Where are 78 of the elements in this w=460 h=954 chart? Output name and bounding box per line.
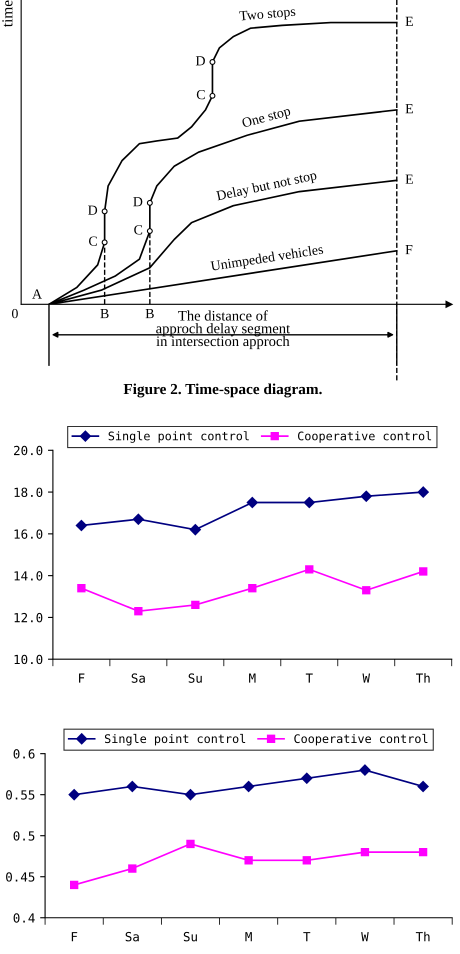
x-tick-label: W [361,932,369,942]
point [244,856,253,864]
y-tick-label: 12.0 [14,612,42,622]
text: Delay but not stop [216,170,318,204]
point [126,780,138,792]
point [76,520,87,532]
text: Unimpeded vehicles [210,244,324,274]
legend-label: Single point control [104,734,246,746]
legend-label: Cooperative control [294,734,428,746]
y-tick-label: 18.0 [14,488,42,498]
point [70,880,78,890]
y-tick-label: 10.0 [14,654,42,664]
text: time [2,0,12,28]
point [302,856,311,864]
y-tick-label: 16.0 [14,529,42,539]
text: D [133,197,142,206]
point [68,789,80,800]
x-tick-label: Th [416,673,430,683]
point [243,780,254,792]
point [304,496,315,508]
x-tick-label: Sa [126,932,139,942]
x-tick-label: Th [416,932,430,942]
point [360,848,370,856]
text: B [146,309,154,318]
y-tick-label: 0.4 [14,913,35,923]
point [362,586,370,594]
point [301,772,312,784]
y-tick-label: 0.5 [14,831,34,841]
point [419,567,428,576]
text: 0 [12,308,18,318]
x-tick-label: M [249,674,256,683]
x-tick-label: F [72,932,78,942]
x-tick-label: Sa [132,673,145,683]
caption: Figure 2. Time-space diagram. [124,383,322,398]
y-tick-label: 20.0 [14,446,42,456]
point [418,486,429,498]
x-tick-label: Su [184,932,197,942]
x-tick-label: Su [188,673,202,683]
legend-label: Single point control [108,431,249,443]
point [128,864,136,873]
text: The distance of approch delay segment in intersection approch [156,310,290,350]
point [186,840,195,848]
text: D [196,56,205,66]
point [417,780,429,792]
text: A [32,289,42,299]
point [248,584,256,592]
point [359,764,371,776]
text: C [134,225,142,235]
point [418,848,428,856]
text: D [88,206,98,215]
y-tick-label: 0.6 [14,749,35,759]
point [132,514,144,525]
point [77,584,86,592]
y-tick-label: 0.55 [6,790,34,800]
x-tick-label: T [306,674,313,683]
text: Two stops [239,6,296,24]
x-tick-label: W [362,674,370,683]
point [184,789,196,800]
text: C [88,236,97,246]
text: E [406,174,413,184]
point [305,565,314,574]
text: E [406,16,413,26]
text: One stop [241,106,292,130]
legend-label: Cooperative control [298,431,432,443]
text: E [406,104,413,114]
text: B [100,309,109,318]
y-tick-label: 0.45 [6,872,34,882]
x-tick-label: T [303,932,310,942]
point [191,600,200,610]
x-tick-label: F [79,674,84,683]
point [246,496,258,508]
text: F [406,245,412,254]
y-tick-label: 14.0 [14,571,42,581]
point [190,524,201,536]
point [360,490,372,502]
x-tick-label: M [245,932,252,942]
point [134,606,143,616]
text: C [196,90,205,100]
